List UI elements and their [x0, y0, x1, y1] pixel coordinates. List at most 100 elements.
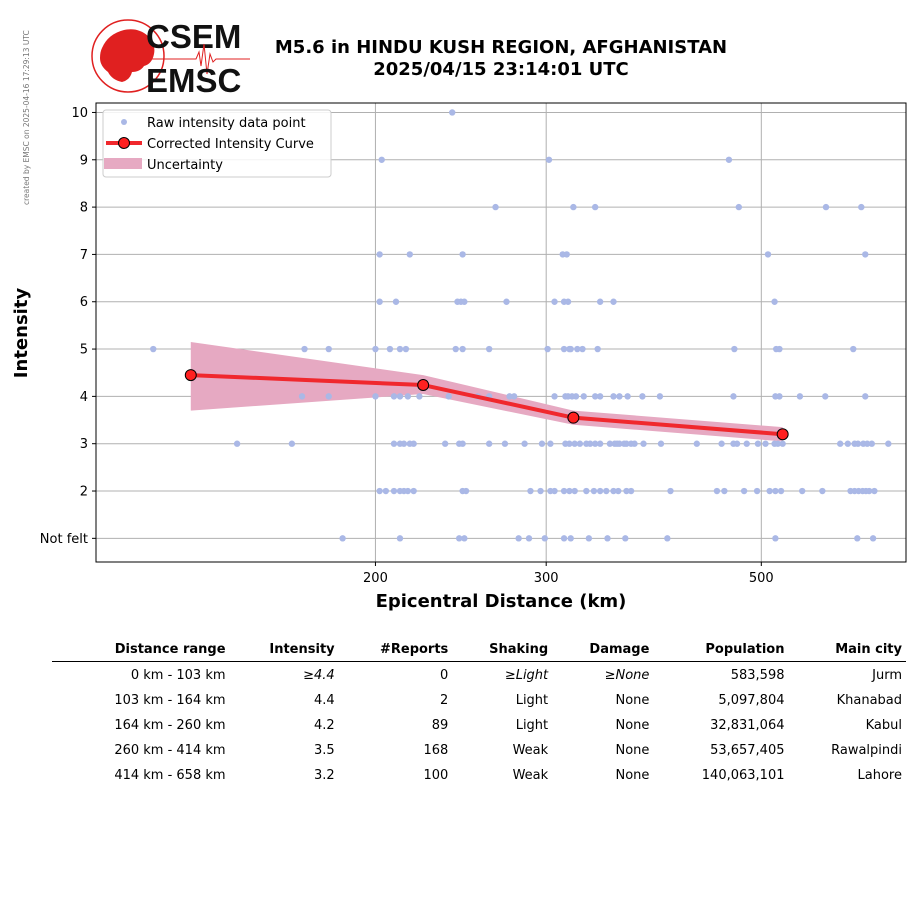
x-axis-label: Epicentral Distance (km) — [376, 591, 627, 612]
raw-data-point — [583, 487, 590, 495]
table-row: 0 km - 103 km ≥4.4 0 ≥Light ≥None 583,59… — [52, 662, 906, 688]
raw-data-point — [449, 109, 456, 116]
title-line-2: 2025/04/15 23:14:01 UTC — [373, 59, 629, 80]
y-tick-label: 6 — [80, 295, 88, 310]
curve-line — [188, 373, 785, 437]
raw-data-point — [376, 251, 383, 258]
raw-data-point — [396, 535, 404, 542]
raw-data-point — [551, 393, 558, 400]
raw-data-point — [850, 345, 857, 353]
raw-data-point — [631, 440, 638, 447]
raw-data-point — [616, 440, 623, 447]
raw-data-point — [580, 393, 587, 400]
raw-data-point — [591, 440, 599, 447]
table-row: 414 km - 658 km 3.2 100 Weak None 140,06… — [52, 762, 906, 787]
cell-main-city: Rawalpindi — [831, 742, 902, 758]
globe-landmass — [100, 29, 155, 82]
raw-data-point — [885, 440, 892, 447]
raw-data-point — [596, 298, 604, 305]
raw-data-point — [627, 487, 635, 495]
raw-data-point — [515, 535, 522, 542]
raw-data-point — [560, 487, 568, 495]
legend-raw-marker — [121, 119, 127, 125]
raw-data-point — [545, 156, 553, 163]
raw-data-point — [713, 487, 721, 495]
raw-data-point — [624, 393, 631, 400]
uncertainty-area — [190, 341, 783, 442]
raw-data-point — [869, 535, 877, 542]
raw-data-point — [854, 440, 862, 447]
cell-shaking: Light — [515, 692, 549, 708]
raw-data-point — [382, 487, 390, 495]
y-tick-label: 4 — [80, 390, 88, 405]
col-population: Population — [653, 640, 789, 662]
raw-data-point — [664, 535, 671, 542]
raw-data-point — [772, 535, 779, 542]
raw-data-point — [718, 440, 725, 447]
raw-data-point — [721, 487, 728, 495]
raw-data-point — [410, 440, 417, 447]
cell-intensity: ≥4.4 — [303, 667, 335, 683]
raw-data-point — [506, 393, 513, 400]
intensity-chart: Not felt 2 3 4 5 6 7 8 9 10 200 300 500 Epicentral D… — [11, 102, 907, 612]
raw-data-point — [622, 535, 629, 542]
emsc-logo: CSEM EMSC — [91, 18, 250, 98]
raw-data-point — [606, 440, 614, 447]
raw-data-point — [538, 440, 546, 447]
raw-data-point — [376, 298, 383, 305]
raw-data-point — [586, 440, 594, 447]
raw-data-point — [150, 345, 157, 353]
raw-data-point — [753, 487, 761, 495]
raw-data-point — [764, 251, 772, 258]
y-tick-label: 7 — [80, 248, 88, 263]
legend-curve-marker — [118, 137, 130, 149]
raw-data-point — [596, 440, 604, 447]
y-tick-label: 2 — [80, 485, 88, 500]
raw-data-point — [591, 393, 599, 400]
x-tick-label: 300 — [534, 571, 559, 586]
table-row: 164 km - 260 km 4.2 89 Light None 32,831… — [52, 712, 906, 737]
cell-damage: ≥None — [604, 667, 650, 683]
curve-marker — [567, 411, 580, 424]
cell-reports: 0 — [440, 667, 449, 683]
raw-data-point — [733, 440, 741, 447]
raw-data-point — [400, 440, 408, 447]
raw-data-point — [410, 487, 417, 495]
raw-data-point — [610, 298, 617, 305]
raw-data-point — [590, 487, 598, 495]
raw-data-point — [743, 440, 750, 447]
raw-data-point — [667, 487, 674, 495]
raw-data-point — [762, 440, 769, 447]
cell-reports: 168 — [423, 742, 449, 758]
cell-distance-range: 0 km - 103 km — [130, 667, 226, 683]
raw-data-point — [819, 487, 826, 495]
raw-data-point — [822, 393, 829, 400]
cell-population: 5,097,804 — [718, 692, 785, 708]
raw-data-point — [639, 393, 646, 400]
raw-data-point — [868, 440, 875, 447]
raw-data-point — [402, 345, 410, 353]
y-tick-label: 5 — [80, 343, 88, 358]
legend-band-swatch — [104, 158, 142, 169]
cell-population: 53,657,405 — [710, 742, 785, 758]
raw-data-point — [376, 487, 383, 495]
cell-damage: None — [615, 717, 650, 733]
logo-top-text: CSEM — [146, 18, 241, 55]
raw-data-point — [796, 393, 804, 400]
raw-data-point — [571, 487, 578, 495]
y-tick-label: 3 — [80, 437, 88, 452]
x-tick-label: 200 — [363, 571, 388, 586]
col-damage: Damage — [552, 640, 654, 662]
raw-data-point — [510, 393, 518, 400]
raw-data-point — [416, 393, 423, 400]
table-header-row: Distance range Intensity #Reports Shakin… — [52, 640, 906, 662]
cell-damage: None — [615, 692, 650, 708]
raw-data-point — [623, 487, 630, 495]
raw-data-point — [455, 535, 463, 542]
intensity-curve — [184, 369, 789, 441]
curve-marker — [776, 428, 789, 441]
raw-data-point — [485, 345, 493, 353]
cell-intensity: 4.2 — [313, 717, 335, 733]
curve-marker — [184, 369, 197, 382]
plot-frame — [95, 102, 907, 563]
